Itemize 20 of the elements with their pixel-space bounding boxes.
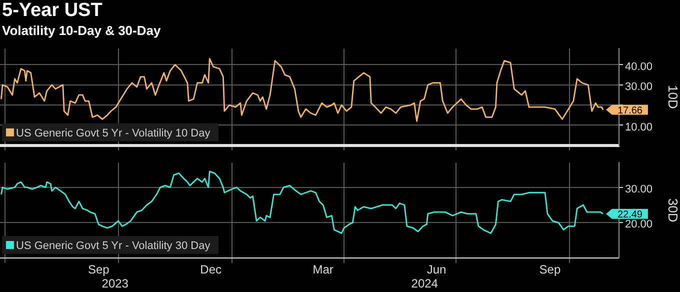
x-tick-label: Jun: [426, 262, 446, 277]
text: 2024: [411, 276, 438, 290]
text: 2023: [102, 276, 129, 290]
y-tick-label: 30.00: [625, 183, 653, 196]
x-tick-label: Mar: [312, 262, 334, 277]
x-tick-label: Dec: [200, 262, 222, 277]
chart-subtitle: Volatility 10-Day & 30-Day: [1, 22, 162, 40]
legend-label: US Generic Govt 5 Yr - Volatility 10 Day: [16, 127, 211, 140]
data-label: 17.66: [617, 106, 643, 117]
chart-title: 5-Year UST: [1, 0, 104, 22]
legend-label: US Generic Govt 5 Yr - Volatility 30 Day: [16, 240, 211, 252]
x-tick-label: Sep: [88, 262, 110, 277]
data-label: 22.49: [617, 210, 643, 221]
y-tick-label: 30.00: [625, 80, 653, 93]
x-tick-label: Sep: [539, 262, 561, 277]
y-axis-title: 10D: [666, 85, 680, 109]
y-tick-label: 40.00: [625, 60, 653, 73]
y-tick-label: 20.00: [625, 218, 653, 231]
y-axis-title: 30D: [666, 198, 680, 222]
y-tick-label: 10.00: [625, 121, 653, 134]
